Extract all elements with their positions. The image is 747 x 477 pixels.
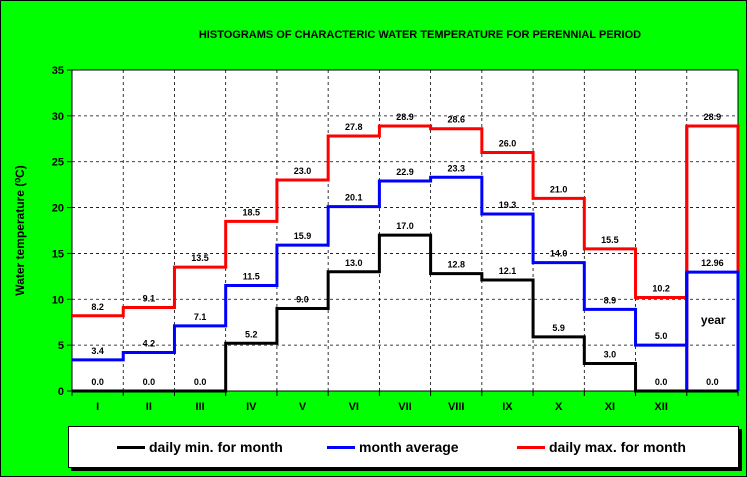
data-label: 12.96 bbox=[701, 258, 724, 268]
data-label: 8.2 bbox=[91, 302, 104, 312]
x-tick-label: VIII bbox=[448, 401, 465, 413]
y-tick-label: 5 bbox=[58, 340, 64, 352]
legend-item-avg: month average bbox=[327, 437, 459, 457]
data-label: 10.2 bbox=[652, 283, 670, 293]
data-label: 0.0 bbox=[143, 377, 156, 387]
data-label: 23.0 bbox=[294, 166, 312, 176]
data-label: 26.0 bbox=[499, 139, 517, 149]
series-line-2 bbox=[72, 124, 740, 391]
x-tick-label: V bbox=[299, 401, 307, 413]
legend-swatch-min bbox=[117, 445, 145, 449]
x-tick-label: IX bbox=[502, 401, 513, 413]
x-tick-label: III bbox=[195, 401, 204, 413]
x-tick-label: IV bbox=[246, 401, 257, 413]
x-tick-label: X bbox=[555, 401, 563, 413]
data-label: 7.1 bbox=[194, 312, 207, 322]
y-tick-label: 20 bbox=[52, 203, 64, 215]
y-tick-label: 35 bbox=[52, 65, 64, 77]
data-label: 14.0 bbox=[550, 249, 568, 259]
plot-area bbox=[71, 69, 739, 392]
data-label: 22.9 bbox=[396, 167, 414, 177]
data-label: 0.0 bbox=[194, 377, 207, 387]
legend-label-min: daily min. for month bbox=[149, 439, 283, 455]
chart-title: HISTOGRAMS OF CHARACTERIC WATER TEMPERAT… bbox=[199, 29, 641, 41]
data-label: 8.9 bbox=[604, 295, 617, 305]
data-label: 9.0 bbox=[296, 294, 309, 304]
data-label: 0.0 bbox=[91, 377, 104, 387]
data-label: 11.5 bbox=[243, 272, 260, 282]
data-label: 0.0 bbox=[706, 377, 719, 387]
legend-item-min: daily min. for month bbox=[117, 437, 283, 457]
y-tick-label: 15 bbox=[52, 248, 64, 260]
y-tick-label: 30 bbox=[52, 111, 64, 123]
y-axis-label: Water temperature (⁰C) bbox=[13, 165, 27, 295]
x-tick-label: VI bbox=[349, 401, 359, 413]
data-label: 28.9 bbox=[396, 112, 414, 122]
data-label: 12.1 bbox=[499, 266, 517, 276]
series-line-0 bbox=[72, 233, 738, 393]
data-label: 0.0 bbox=[655, 377, 668, 387]
x-tick-label: II bbox=[146, 401, 152, 413]
data-label: 3.4 bbox=[91, 346, 104, 356]
legend-label-max: daily max. for month bbox=[549, 439, 686, 455]
data-label: 9.1 bbox=[143, 294, 156, 304]
data-label: 19.3 bbox=[499, 200, 517, 210]
y-tick-label: 25 bbox=[52, 157, 64, 169]
data-label: 3.0 bbox=[604, 349, 617, 359]
data-label: 21.0 bbox=[550, 184, 568, 194]
data-label: 12.8 bbox=[447, 260, 465, 270]
data-label: 5.2 bbox=[245, 329, 258, 339]
series-line-1 bbox=[72, 175, 740, 391]
data-label: 27.8 bbox=[345, 122, 363, 132]
year-label: year bbox=[701, 313, 726, 327]
data-label: 5.9 bbox=[552, 323, 565, 333]
legend-swatch-avg bbox=[327, 445, 355, 449]
data-label: 17.0 bbox=[396, 221, 414, 231]
data-label: 15.5 bbox=[601, 235, 619, 245]
x-tick-label: XII bbox=[654, 401, 667, 413]
x-tick-label: XI bbox=[605, 401, 615, 413]
legend-item-max: daily max. for month bbox=[517, 437, 686, 457]
legend-label-avg: month average bbox=[359, 439, 459, 455]
y-tick-label: 0 bbox=[58, 386, 64, 398]
data-label: 13.5 bbox=[191, 253, 209, 263]
x-tick-label: VII bbox=[398, 401, 411, 413]
y-tick-label: 10 bbox=[52, 294, 64, 306]
x-tick-label: I bbox=[96, 401, 99, 413]
data-label: 4.2 bbox=[143, 338, 156, 348]
data-label: 23.3 bbox=[447, 163, 465, 173]
data-label: 20.1 bbox=[345, 193, 363, 203]
data-label: 28.6 bbox=[447, 115, 465, 125]
data-label: 28.9 bbox=[704, 112, 722, 122]
data-label: 5.0 bbox=[655, 331, 668, 341]
legend: daily min. for month month average daily… bbox=[68, 426, 739, 468]
legend-swatch-max bbox=[517, 445, 545, 449]
data-label: 15.9 bbox=[294, 231, 312, 241]
data-label: 18.5 bbox=[243, 207, 261, 217]
data-label: 13.0 bbox=[345, 258, 363, 268]
